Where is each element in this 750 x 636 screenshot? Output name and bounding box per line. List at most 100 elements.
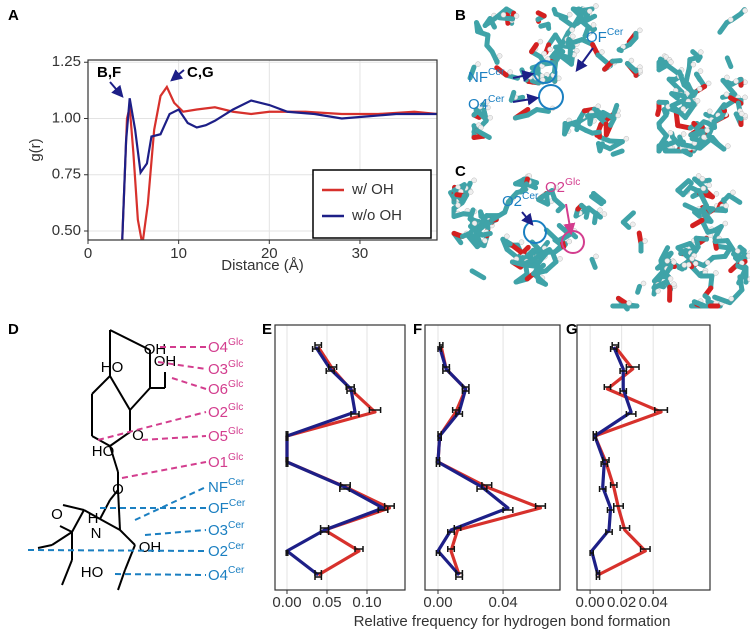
hydrogen — [597, 207, 603, 213]
hydrogen — [628, 57, 635, 64]
label-sup: Cer — [488, 94, 505, 105]
bond — [535, 10, 547, 19]
hydrogen — [681, 262, 688, 268]
y-tick-label: 0.50 — [52, 222, 81, 239]
plot-frame — [87, 59, 438, 241]
label-base: NF — [208, 479, 228, 496]
label-sup: Cer — [228, 477, 245, 488]
atom-label: O4Cer — [468, 94, 505, 113]
bond — [724, 55, 734, 70]
bond-line — [109, 431, 131, 447]
hydrogen — [513, 13, 520, 19]
bond-line — [119, 529, 136, 546]
data-line — [121, 98, 437, 240]
hydrogen — [601, 211, 608, 217]
hydrogen — [504, 233, 510, 240]
hydrogen — [690, 61, 697, 68]
annotation: B,F — [97, 64, 121, 81]
hydrogen — [471, 220, 478, 227]
dashed-link — [97, 411, 207, 441]
bond — [635, 283, 643, 295]
hydrogen — [700, 185, 707, 192]
hydrogen — [569, 27, 575, 33]
hydrogen — [668, 59, 674, 65]
bond-line — [62, 504, 85, 511]
bond — [494, 65, 509, 78]
bond-line — [109, 329, 151, 351]
hydrogen — [500, 12, 507, 18]
hydrogen — [455, 202, 461, 209]
bond — [467, 207, 476, 222]
bond — [530, 262, 546, 277]
hydrogen — [574, 47, 580, 54]
hydrogen — [667, 130, 674, 136]
plot-bg — [275, 325, 405, 590]
label-base: O2 — [502, 193, 522, 210]
hydrogen — [471, 177, 477, 184]
hydrogen — [698, 49, 704, 55]
x-axis-label: Distance (Å) — [221, 257, 304, 274]
hydrogen — [733, 78, 739, 84]
bond — [696, 188, 709, 209]
bond — [680, 148, 693, 158]
label-base: O4 — [208, 567, 228, 584]
label-base: O2 — [208, 543, 228, 560]
hydrogen — [699, 176, 706, 182]
hydrogen — [467, 189, 474, 195]
x-tick-label: 0.00 — [272, 594, 301, 611]
dashed-link — [144, 529, 207, 536]
bond — [508, 89, 517, 103]
atom-label: O3Cer — [208, 520, 245, 539]
hydrogen — [723, 203, 729, 209]
bond — [609, 58, 623, 64]
label-sup: Cer — [229, 498, 246, 509]
hydrogen — [728, 16, 734, 23]
y-tick-label: 1.25 — [52, 53, 81, 70]
hydrogen — [707, 108, 713, 115]
bond-line — [109, 445, 119, 473]
bond-line — [37, 544, 53, 549]
hydrogen — [537, 38, 544, 45]
label-sup: Cer — [228, 565, 245, 576]
bond — [583, 208, 591, 220]
annotation-arrow — [170, 69, 185, 82]
bond — [624, 61, 639, 74]
atom-label: OFCer — [208, 498, 246, 517]
highlight — [523, 220, 547, 244]
hydrogen — [570, 33, 576, 40]
legend-box — [312, 169, 432, 239]
bond-line — [83, 509, 101, 520]
plot-bg — [577, 325, 710, 590]
annotation-arrow — [109, 81, 124, 98]
bond — [534, 107, 552, 114]
bond — [538, 21, 551, 29]
bond-line — [61, 559, 73, 586]
hydrogen — [734, 248, 741, 254]
hydrogen — [706, 182, 712, 189]
hydrogen — [725, 143, 731, 149]
hydrogen — [586, 8, 593, 14]
y-axis-label: g(r) — [27, 138, 44, 161]
hydrogen — [704, 259, 711, 266]
bond — [583, 13, 598, 24]
hydrogen — [626, 300, 632, 306]
atom-label: O2Cer — [208, 541, 245, 560]
panel-label: C — [455, 163, 466, 180]
bond-line — [71, 509, 85, 533]
x-tick-label: 0.04 — [639, 594, 668, 611]
bond-line — [51, 531, 73, 546]
label-sup: Glc — [565, 177, 580, 188]
atom: OH — [139, 539, 162, 556]
hydrogen — [695, 173, 702, 179]
bond — [507, 241, 526, 256]
hydrogen — [746, 253, 750, 259]
hydrogen — [701, 134, 707, 140]
data-line — [590, 346, 633, 576]
atom: N — [91, 525, 102, 542]
bond — [529, 42, 539, 55]
bond — [720, 77, 738, 97]
bond — [479, 230, 493, 238]
label-sup: Glc — [228, 452, 243, 463]
label-sup: Glc — [228, 337, 243, 348]
x-tick-label: 30 — [352, 245, 369, 262]
